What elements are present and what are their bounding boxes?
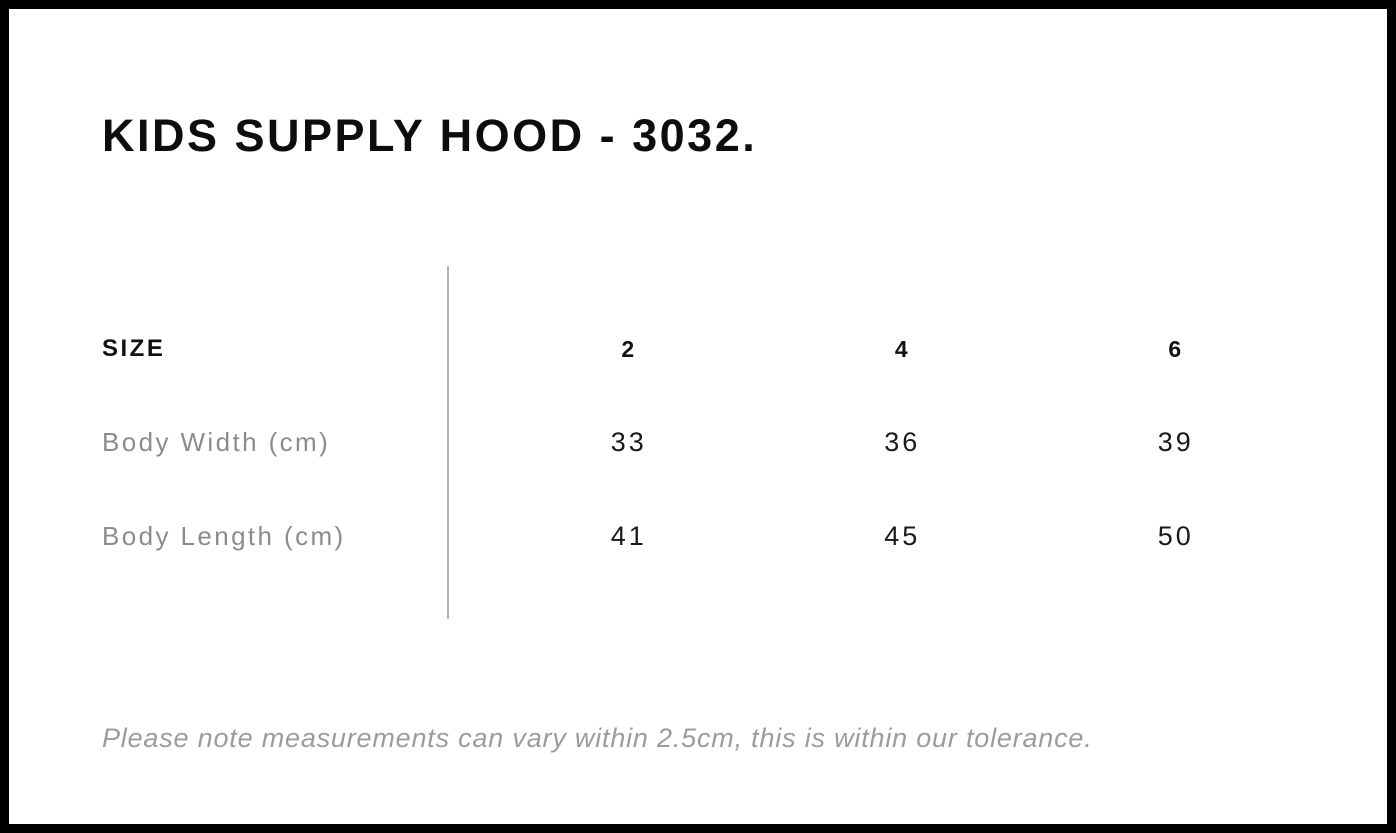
body-width-size-6: 39	[1157, 427, 1194, 457]
table-row: Body Length (cm) 41 45 50	[102, 521, 1312, 552]
body-width-size-4: 36	[884, 427, 921, 457]
size-column-header: SIZE	[102, 335, 166, 362]
body-width-label: Body Width (cm)	[102, 427, 331, 457]
body-length-label: Body Length (cm)	[102, 521, 346, 551]
vertical-divider	[447, 266, 449, 619]
body-length-size-4: 45	[884, 521, 921, 551]
body-width-size-2: 33	[610, 427, 647, 457]
table-row: Body Width (cm) 33 36 39	[102, 427, 1312, 458]
size-option-4: 4	[894, 335, 910, 362]
table-header-row: SIZE 2 4 6	[102, 335, 1312, 363]
body-length-size-6: 50	[1157, 521, 1194, 551]
body-length-size-2: 41	[610, 521, 647, 551]
page-title: KIDS SUPPLY HOOD - 3032.	[102, 110, 758, 161]
size-option-2: 2	[621, 335, 637, 362]
tolerance-note: Please note measurements can vary within…	[102, 723, 1093, 753]
size-option-6: 6	[1168, 335, 1184, 362]
